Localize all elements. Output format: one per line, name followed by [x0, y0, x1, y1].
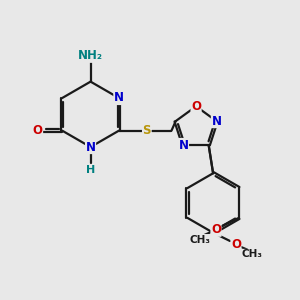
Text: O: O	[231, 238, 241, 251]
Text: O: O	[33, 124, 43, 137]
Text: CH₃: CH₃	[242, 249, 263, 260]
Text: O: O	[191, 100, 201, 113]
Text: NH₂: NH₂	[78, 49, 103, 62]
Text: N: N	[178, 139, 188, 152]
Text: H: H	[86, 165, 95, 175]
Text: N: N	[114, 92, 124, 104]
Text: CH₃: CH₃	[189, 235, 210, 244]
Text: N: N	[85, 140, 96, 154]
Text: N: N	[212, 115, 221, 128]
Text: S: S	[142, 124, 151, 137]
Text: O: O	[211, 223, 221, 236]
